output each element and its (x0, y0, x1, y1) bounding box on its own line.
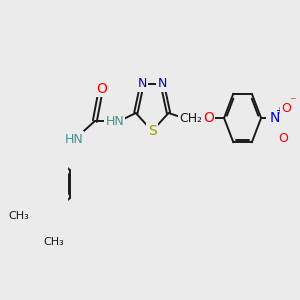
Text: CH₃: CH₃ (8, 211, 29, 221)
Text: CH₃: CH₃ (44, 237, 64, 247)
Text: N: N (137, 77, 147, 91)
Text: O: O (281, 101, 291, 115)
Text: CH₂: CH₂ (179, 112, 202, 124)
Text: N: N (158, 77, 167, 91)
Text: ⁻: ⁻ (289, 95, 296, 109)
Text: O: O (203, 111, 214, 125)
Text: N: N (269, 111, 280, 125)
Text: O: O (96, 82, 107, 96)
Text: HN: HN (64, 133, 83, 146)
Text: S: S (148, 124, 157, 138)
Text: +: + (275, 106, 283, 116)
Text: HN: HN (105, 115, 124, 128)
Text: O: O (279, 131, 289, 145)
